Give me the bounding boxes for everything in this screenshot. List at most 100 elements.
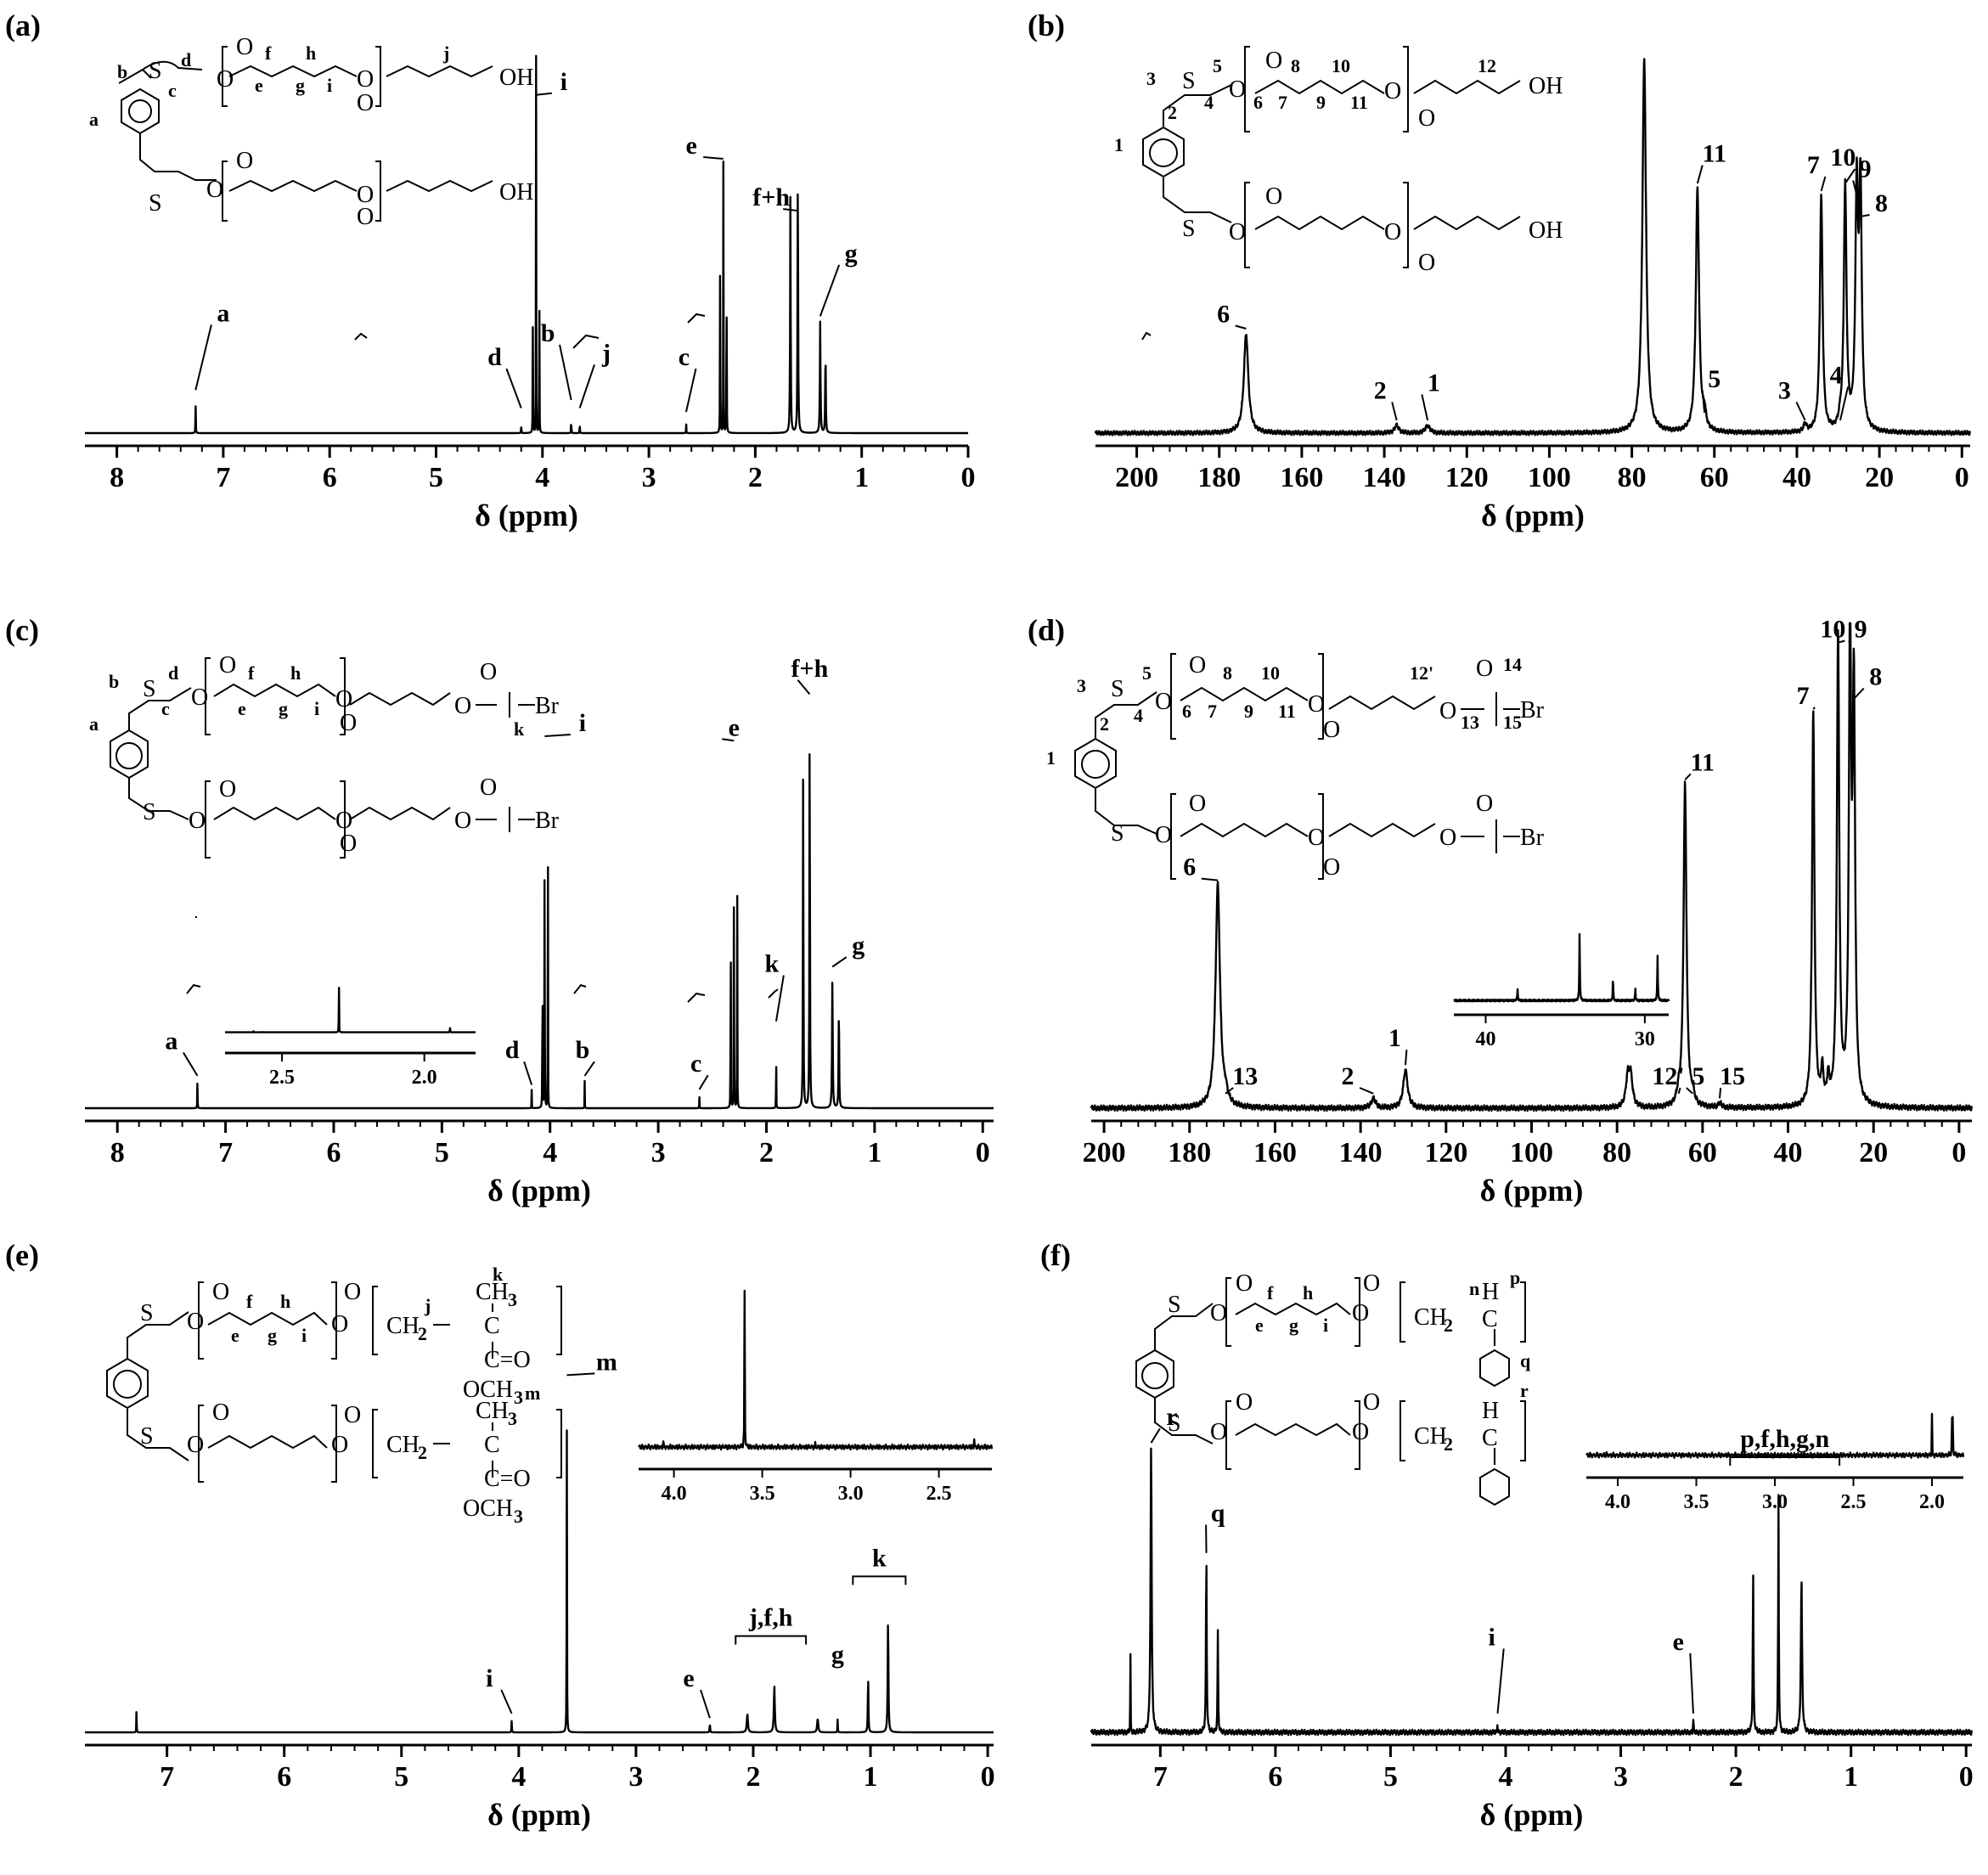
x-axis-label-c: δ (ppm) bbox=[487, 1174, 591, 1208]
peak-label-c-12: f+h bbox=[791, 655, 829, 683]
peak-leader-c-13 bbox=[831, 956, 848, 968]
svg-text:2: 2 bbox=[418, 1442, 427, 1463]
svg-text:O: O bbox=[1236, 1270, 1253, 1297]
peak-label-b-9: 10 bbox=[1830, 144, 1856, 172]
svg-text:d: d bbox=[168, 662, 178, 684]
svg-text:3: 3 bbox=[1146, 68, 1156, 89]
svg-text:O: O bbox=[212, 1279, 229, 1305]
svg-text:4: 4 bbox=[1204, 92, 1214, 113]
peak-label-e-2: m bbox=[596, 1348, 617, 1376]
svg-text:8: 8 bbox=[1291, 55, 1300, 76]
inset-tick-label-f-1: 3.5 bbox=[1684, 1491, 1709, 1513]
svg-text:O: O bbox=[1210, 1419, 1227, 1445]
inset-line-f bbox=[1585, 1412, 1965, 1459]
peak-label-c-13: g bbox=[852, 932, 864, 960]
panel-label-b: (b) bbox=[1028, 8, 1065, 42]
svg-text:CH: CH bbox=[386, 1432, 420, 1458]
x-tick-label-a-0: 8 bbox=[110, 462, 124, 493]
peak-leader-b-6 bbox=[1795, 402, 1806, 421]
x-tick-label-c-7: 1 bbox=[867, 1137, 881, 1168]
svg-text:O: O bbox=[236, 34, 253, 60]
peak-leader-d-15 bbox=[1853, 687, 1865, 700]
x-tick-label-f-6: 1 bbox=[1844, 1761, 1858, 1793]
inset-tick-label-e-2: 3.0 bbox=[838, 1483, 864, 1505]
bracket-label-e-1: g bbox=[831, 1641, 844, 1669]
spectrum-e: i m e j,f,h g k 7 6 5 4 3 2 1 0 δ (ppm) 4.0 3.5 3.0 2.5 bbox=[84, 1289, 995, 1832]
svg-text:O: O bbox=[1308, 691, 1325, 718]
peak-leader-c-10 bbox=[774, 975, 785, 1022]
x-tick-label-e-3: 4 bbox=[511, 1761, 526, 1793]
svg-text:1: 1 bbox=[1046, 747, 1056, 769]
svg-text:H: H bbox=[1482, 1279, 1499, 1305]
svg-text:j: j bbox=[424, 1295, 431, 1316]
integral-curve bbox=[186, 983, 201, 994]
svg-text:10: 10 bbox=[1332, 55, 1350, 76]
peak-label-c-0: a bbox=[165, 1027, 177, 1055]
svg-text:3: 3 bbox=[514, 1387, 523, 1408]
peak-label-d-9: 15 bbox=[1720, 1062, 1745, 1090]
svg-text:m: m bbox=[525, 1382, 540, 1404]
svg-text:i: i bbox=[327, 75, 332, 96]
svg-text:2: 2 bbox=[1444, 1315, 1453, 1336]
x-tick-label-c-2: 6 bbox=[326, 1137, 341, 1168]
peak-label-a-0: a bbox=[217, 299, 229, 327]
peak-leader-a-0 bbox=[194, 324, 212, 391]
svg-text:g: g bbox=[279, 698, 288, 719]
svg-text:CH: CH bbox=[386, 1313, 420, 1339]
svg-text:O: O bbox=[344, 1402, 361, 1428]
svg-text:g: g bbox=[1289, 1315, 1298, 1336]
peak-leader-d-1 bbox=[1225, 1087, 1234, 1095]
svg-text:k: k bbox=[514, 718, 525, 740]
svg-text:9: 9 bbox=[1244, 701, 1253, 722]
svg-text:j: j bbox=[442, 42, 449, 64]
peak-label-a-6: j bbox=[601, 339, 611, 367]
svg-text:13: 13 bbox=[1461, 712, 1479, 733]
x-tick-label-c-0: 8 bbox=[110, 1137, 125, 1168]
peak-leader-b-11 bbox=[1860, 214, 1870, 217]
peak-label-d-7: 11 bbox=[1691, 748, 1715, 776]
x-axis-label-d: δ (ppm) bbox=[1480, 1174, 1584, 1208]
svg-text:S: S bbox=[1168, 1410, 1181, 1437]
integral-curve bbox=[687, 312, 706, 324]
peak-label-b-5: 5 bbox=[1708, 365, 1720, 393]
svg-text:f: f bbox=[246, 1291, 253, 1312]
x-axis-label-b: δ (ppm) bbox=[1481, 498, 1585, 532]
svg-text:OH: OH bbox=[499, 65, 533, 91]
peak-leader-a-7 bbox=[684, 368, 697, 413]
svg-text:O: O bbox=[454, 693, 471, 719]
svg-text:O: O bbox=[1352, 1300, 1369, 1326]
x-tick-label-a-3: 5 bbox=[429, 462, 443, 493]
svg-text:CH: CH bbox=[1414, 1423, 1447, 1450]
x-axis-label-e: δ (ppm) bbox=[487, 1798, 591, 1832]
svg-text:6: 6 bbox=[1253, 92, 1263, 113]
x-tick-label-b-5: 100 bbox=[1528, 462, 1571, 493]
svg-text:S: S bbox=[140, 1300, 154, 1326]
svg-text:O: O bbox=[1229, 76, 1246, 103]
inset-line-c bbox=[224, 987, 476, 1033]
panel-label-a: (a) bbox=[5, 8, 41, 42]
peak-label-a-1: d bbox=[487, 343, 502, 371]
svg-text:OCH: OCH bbox=[463, 1377, 513, 1403]
svg-text:3: 3 bbox=[508, 1289, 517, 1310]
peak-label-a-9: e bbox=[686, 132, 697, 160]
svg-text:O: O bbox=[454, 808, 471, 834]
peak-label-a-7: c bbox=[679, 343, 690, 371]
svg-text:O: O bbox=[1323, 717, 1340, 743]
svg-text:O: O bbox=[1384, 78, 1401, 104]
spectrum-line-c bbox=[84, 753, 994, 1110]
peak-leader-c-6 bbox=[698, 1074, 709, 1090]
peak-label-c-3: i bbox=[579, 709, 586, 737]
svg-text:C: C bbox=[484, 1432, 500, 1458]
svg-text:5: 5 bbox=[1142, 662, 1152, 684]
svg-text:O: O bbox=[357, 90, 374, 116]
panel-label-d: (d) bbox=[1028, 613, 1065, 647]
peak-label-d-2: 2 bbox=[1342, 1062, 1354, 1090]
svg-text:Br: Br bbox=[535, 808, 560, 834]
x-tick-label-d-10: 0 bbox=[1951, 1137, 1966, 1168]
peak-label-b-11: 8 bbox=[1875, 189, 1888, 217]
peak-leader-d-13 bbox=[1838, 639, 1845, 644]
